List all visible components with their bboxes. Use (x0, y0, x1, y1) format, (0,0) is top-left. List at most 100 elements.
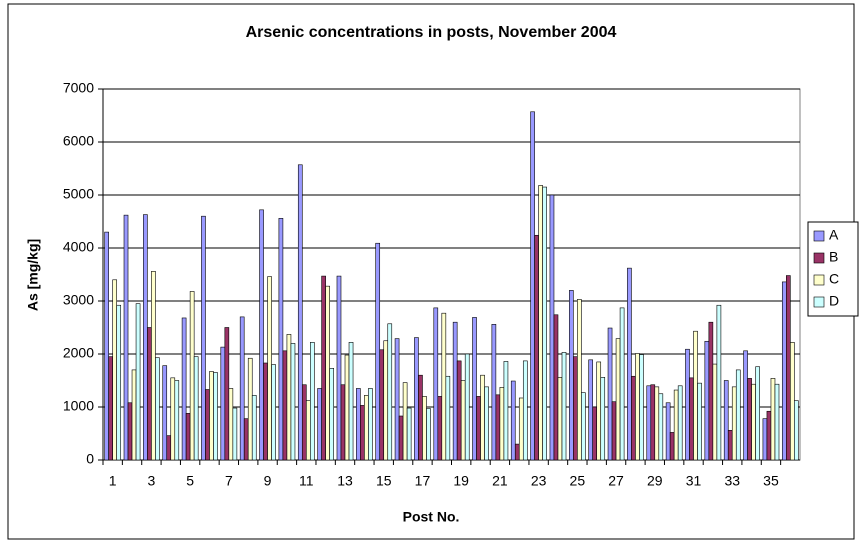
x-tick-label: 15 (376, 473, 392, 489)
bar (282, 350, 288, 461)
bar (127, 402, 133, 461)
bar (247, 357, 253, 461)
bar (205, 389, 210, 461)
bar (317, 388, 322, 461)
bar (573, 356, 578, 461)
bar (259, 209, 264, 461)
bar (170, 377, 176, 461)
bar (104, 231, 109, 461)
legend-label: D (829, 293, 839, 309)
bar (166, 435, 172, 461)
bar (340, 384, 346, 461)
bar (213, 372, 218, 461)
bar (658, 393, 664, 461)
bar (441, 312, 447, 461)
bar (301, 384, 307, 461)
bar (286, 334, 292, 461)
bar (185, 413, 191, 461)
x-tick-label: 35 (763, 473, 779, 489)
bar (209, 371, 214, 461)
legend-swatch (813, 274, 825, 286)
x-tick-label: 9 (264, 473, 272, 489)
y-tick-label: 1000 (63, 398, 94, 414)
legend-swatch (813, 252, 825, 264)
bar (452, 321, 458, 461)
bar (383, 340, 389, 461)
bar (743, 350, 748, 461)
x-tick-label: 3 (148, 473, 156, 489)
x-tick-label: 13 (337, 473, 353, 489)
bar (418, 374, 423, 461)
bar (673, 389, 679, 461)
bar (716, 304, 722, 461)
bar (712, 363, 718, 461)
bar (387, 323, 393, 461)
bar (704, 340, 710, 461)
bar (786, 275, 791, 461)
bar (770, 378, 776, 461)
bar (398, 415, 404, 461)
bar (406, 407, 412, 461)
bar (518, 397, 524, 461)
bar (542, 186, 547, 461)
bar (689, 377, 694, 461)
legend-label: B (829, 249, 838, 265)
y-tick-label: 3000 (63, 292, 94, 308)
bar (654, 386, 660, 461)
bar (422, 396, 427, 461)
legend-label: C (829, 271, 839, 287)
bar (615, 338, 621, 461)
bar (271, 364, 276, 461)
bar (514, 443, 520, 461)
bar (267, 276, 272, 461)
bar (762, 418, 768, 461)
bar (569, 290, 574, 461)
bar (766, 410, 772, 461)
bar (193, 356, 199, 461)
x-tick-label: 29 (647, 473, 663, 489)
bar (116, 304, 122, 461)
bar (781, 281, 787, 461)
bar (794, 400, 799, 461)
bar (251, 395, 257, 461)
bar (228, 388, 234, 461)
bar (538, 185, 543, 461)
bar (522, 360, 528, 461)
bar (201, 215, 206, 461)
bar (348, 342, 354, 461)
bar (336, 275, 342, 461)
bar (549, 194, 555, 461)
x-tick-label: 31 (686, 473, 702, 489)
bar (360, 405, 365, 461)
bar (588, 359, 593, 461)
bar (464, 353, 470, 461)
bar (123, 214, 129, 461)
x-tick-label: 5 (186, 473, 194, 489)
bar (627, 267, 632, 461)
bar (607, 327, 613, 461)
y-tick-label: 7000 (63, 80, 94, 96)
x-tick-label: 23 (531, 473, 547, 489)
y-tick-label: 4000 (63, 239, 94, 255)
bar (263, 362, 268, 461)
x-tick-label: 11 (299, 473, 314, 489)
bar (491, 324, 497, 461)
bar (364, 395, 369, 461)
bar (611, 401, 617, 461)
bar (162, 365, 168, 461)
bar (310, 342, 315, 461)
bar (534, 234, 539, 461)
bar (484, 386, 489, 461)
bar (445, 375, 451, 461)
bar (394, 338, 400, 461)
bar (499, 387, 505, 461)
bar (635, 353, 640, 461)
bar (685, 348, 690, 461)
x-tick-label: 27 (608, 473, 624, 489)
bar (220, 346, 226, 461)
bar (596, 361, 602, 461)
bar (693, 330, 698, 461)
bar (727, 430, 733, 461)
bar (131, 369, 137, 461)
chart-title: Arsenic concentrations in posts, Novembe… (246, 24, 617, 41)
